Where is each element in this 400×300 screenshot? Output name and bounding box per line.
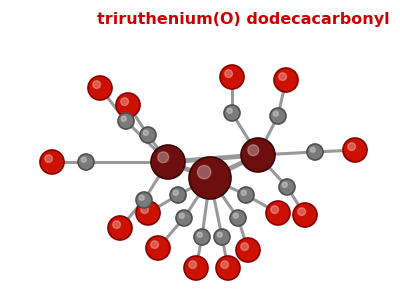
Circle shape — [271, 206, 278, 214]
Circle shape — [173, 190, 178, 195]
Circle shape — [88, 76, 112, 100]
Circle shape — [293, 203, 317, 227]
Circle shape — [198, 165, 211, 179]
Circle shape — [298, 208, 306, 215]
Circle shape — [139, 195, 144, 200]
Circle shape — [216, 256, 240, 280]
Circle shape — [221, 261, 228, 268]
Circle shape — [197, 232, 202, 237]
Circle shape — [238, 187, 254, 203]
Circle shape — [282, 182, 287, 187]
Circle shape — [146, 236, 170, 260]
Circle shape — [45, 155, 52, 163]
Circle shape — [279, 73, 286, 80]
Circle shape — [225, 70, 232, 77]
Circle shape — [136, 201, 160, 225]
Circle shape — [189, 261, 196, 268]
Circle shape — [220, 65, 244, 89]
Circle shape — [310, 147, 315, 152]
Circle shape — [184, 256, 208, 280]
Circle shape — [279, 179, 295, 195]
Circle shape — [151, 241, 158, 248]
Circle shape — [170, 187, 186, 203]
Circle shape — [140, 127, 156, 143]
Circle shape — [116, 93, 140, 117]
Circle shape — [189, 157, 231, 199]
Circle shape — [343, 138, 367, 162]
Circle shape — [93, 81, 100, 88]
Circle shape — [214, 229, 230, 245]
Circle shape — [40, 150, 64, 174]
Circle shape — [273, 111, 278, 116]
Circle shape — [81, 157, 86, 162]
Circle shape — [241, 243, 248, 250]
Circle shape — [307, 144, 323, 160]
Circle shape — [136, 192, 152, 208]
Circle shape — [233, 213, 238, 218]
Circle shape — [141, 206, 148, 214]
Circle shape — [118, 113, 134, 129]
Circle shape — [217, 232, 222, 237]
Circle shape — [121, 98, 128, 106]
Circle shape — [176, 210, 192, 226]
Circle shape — [143, 130, 148, 135]
Circle shape — [108, 216, 132, 240]
Circle shape — [158, 152, 169, 163]
Circle shape — [227, 108, 232, 113]
Circle shape — [241, 190, 246, 195]
Circle shape — [274, 68, 298, 92]
Circle shape — [78, 154, 94, 170]
Circle shape — [236, 238, 260, 262]
Circle shape — [179, 213, 184, 218]
Circle shape — [241, 138, 275, 172]
Circle shape — [270, 108, 286, 124]
Circle shape — [121, 116, 126, 121]
Circle shape — [113, 221, 120, 229]
Text: triruthenium(O) dodecacarbonyl: triruthenium(O) dodecacarbonyl — [97, 12, 390, 27]
Circle shape — [248, 145, 259, 156]
Circle shape — [348, 143, 356, 151]
Circle shape — [230, 210, 246, 226]
Circle shape — [194, 229, 210, 245]
Circle shape — [266, 201, 290, 225]
Circle shape — [151, 145, 185, 179]
Circle shape — [224, 105, 240, 121]
